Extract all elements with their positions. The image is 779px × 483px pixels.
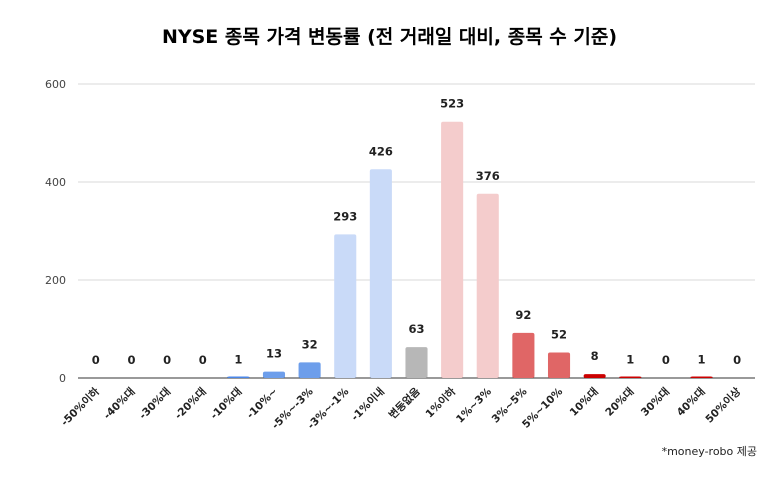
footnote: *money-robo 제공 (661, 445, 757, 458)
bar-9 (405, 347, 428, 378)
chart-title: NYSE 종목 가격 변동률 (전 거래일 대비, 종목 수 기준) (161, 26, 618, 48)
data-label-16: 0 (662, 353, 670, 367)
data-label-5: 13 (266, 347, 282, 361)
y-axis: 0 200 400 600 (45, 78, 66, 385)
bar-14 (583, 374, 606, 378)
x-tick-label-16: 30%대 (638, 385, 672, 419)
x-tick-label-1: -40%대 (101, 385, 138, 422)
x-axis: -50%이하 -40%대 -30%대 -20%대 -10%대 -10%~-5%~-3%-3… (58, 385, 743, 432)
bar-12 (512, 332, 535, 378)
bar-5 (262, 371, 286, 378)
data-label-7: 293 (333, 209, 357, 223)
data-label-10: 523 (440, 97, 464, 111)
x-tick-label-17: 40%대 (674, 385, 708, 419)
x-tick-label-15: 20%대 (603, 385, 637, 419)
data-label-18: 0 (733, 353, 741, 367)
data-label-3: 0 (199, 353, 207, 367)
bar-15 (619, 376, 642, 378)
x-tick-label-11: 1%~3% (454, 385, 494, 425)
x-tick-label-4: -10%대 (208, 385, 245, 422)
bar-4 (227, 376, 250, 378)
x-tick-label-10: 1%이하 (423, 385, 459, 421)
bar-13 (547, 352, 571, 378)
data-label-11: 376 (476, 169, 500, 183)
y-tick-label: 0 (59, 372, 66, 385)
x-tick-label-3: -20%대 (172, 385, 209, 422)
data-labels: 0 0 0 0 1 13 32 293 426 63 523 376 92 52 8 1 0 1 0 (92, 97, 741, 367)
data-label-13: 52 (551, 328, 567, 342)
data-label-9: 63 (408, 322, 424, 336)
data-label-12: 92 (515, 308, 531, 322)
data-label-6: 32 (302, 337, 318, 351)
data-label-15: 1 (626, 353, 634, 367)
x-tick-label-2: -30%대 (136, 385, 173, 422)
data-label-8: 426 (369, 144, 393, 158)
bar-8 (369, 169, 392, 378)
bars (227, 121, 713, 378)
data-label-0: 0 (92, 353, 100, 367)
data-label-17: 1 (698, 353, 706, 367)
x-tick-label-18: 50%이상 (703, 385, 744, 426)
x-tick-label-9: 변동없음 (386, 385, 423, 422)
bar-10 (441, 121, 464, 378)
bar-7 (334, 234, 357, 378)
x-tick-label-14: 10%대 (567, 385, 601, 419)
data-label-14: 8 (591, 349, 599, 363)
data-label-4: 1 (234, 353, 242, 367)
y-tick-label: 600 (45, 78, 66, 91)
bar-17 (690, 376, 713, 378)
x-tick-label-8: -1%이내 (348, 385, 387, 424)
data-label-2: 0 (163, 353, 171, 367)
bar-6 (298, 362, 321, 378)
bar-11 (476, 193, 499, 378)
y-tick-label: 200 (45, 274, 66, 287)
x-tick-label-0: -50%이하 (58, 385, 102, 429)
y-tick-label: 400 (45, 176, 66, 189)
x-tick-label-5: -10%~ (245, 386, 281, 422)
data-label-1: 0 (127, 353, 135, 367)
